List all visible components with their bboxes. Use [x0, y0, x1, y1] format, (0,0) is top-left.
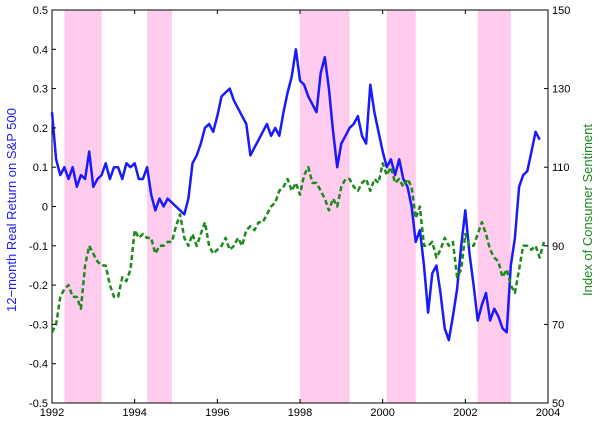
x-tick-label: 1994 — [122, 407, 146, 419]
right-y-tick-label: 130 — [552, 84, 570, 96]
left-y-tick-label: -0.5 — [29, 398, 48, 410]
right-y-tick-label: 70 — [552, 319, 564, 331]
recession-band-2 — [300, 10, 350, 403]
x-tick-label: 2004 — [536, 407, 560, 419]
left-y-tick-label: -0.2 — [29, 280, 48, 292]
right-y-tick-label: 150 — [552, 5, 570, 17]
left-y-tick-label: 0.1 — [33, 162, 48, 174]
left-y-tick-label: -0.4 — [29, 359, 48, 371]
x-tick-label: 1998 — [288, 407, 312, 419]
x-tick-label: 1996 — [205, 407, 229, 419]
right-y-tick-label: 110 — [552, 162, 570, 174]
left-y-tick-label: 0.3 — [33, 84, 48, 96]
recession-band-4 — [477, 10, 511, 403]
left-y-tick-label: 0.4 — [33, 44, 48, 56]
left-y-tick-label: 0.5 — [33, 5, 48, 17]
right-y-tick-label: 50 — [552, 398, 564, 410]
axis-ticks: 1992 1994 1996 1998 2000 2002 2004 -0.5 -0.4 -0.3… — [29, 5, 570, 419]
recession-band-1 — [147, 10, 172, 403]
left-axis-title: 12−month Real Return on S&P 500 — [4, 108, 19, 312]
left-y-tick-label: 0.2 — [33, 123, 48, 135]
consumer-sentiment-line — [50, 162, 546, 333]
right-y-tick-label: 90 — [552, 241, 564, 253]
sp500-return-line — [50, 48, 541, 342]
x-tick-label: 2000 — [370, 407, 394, 419]
x-tick-label: 1992 — [40, 407, 64, 419]
series-lines — [50, 48, 546, 342]
left-y-tick-label: 0 — [42, 202, 48, 214]
right-axis-title: Index of Consumer Sentiment — [580, 124, 595, 296]
left-y-tick-label: -0.1 — [29, 241, 48, 253]
recession-bands — [64, 10, 511, 403]
recession-band-0 — [64, 10, 102, 403]
left-y-tick-label: -0.3 — [29, 319, 48, 331]
x-tick-label: 2002 — [453, 407, 477, 419]
